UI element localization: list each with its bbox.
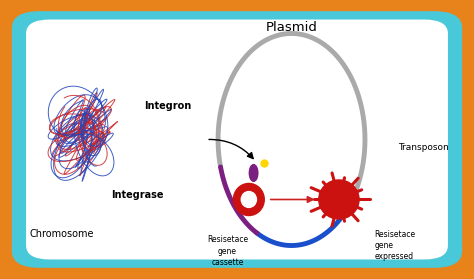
Ellipse shape bbox=[233, 184, 264, 216]
FancyBboxPatch shape bbox=[26, 20, 448, 259]
Text: Resisetace
gene
expressed: Resisetace gene expressed bbox=[374, 230, 416, 261]
Text: Integrase: Integrase bbox=[111, 190, 164, 200]
Text: Plasmid: Plasmid bbox=[265, 21, 318, 34]
Ellipse shape bbox=[249, 165, 258, 181]
Ellipse shape bbox=[241, 191, 256, 208]
Text: Integron: Integron bbox=[145, 101, 192, 111]
Text: Resisetace
gene
cassette: Resisetace gene cassette bbox=[207, 235, 248, 267]
Text: Chromosome: Chromosome bbox=[29, 229, 94, 239]
Ellipse shape bbox=[319, 180, 359, 219]
Text: Transposon: Transposon bbox=[398, 143, 449, 152]
FancyBboxPatch shape bbox=[12, 11, 462, 268]
